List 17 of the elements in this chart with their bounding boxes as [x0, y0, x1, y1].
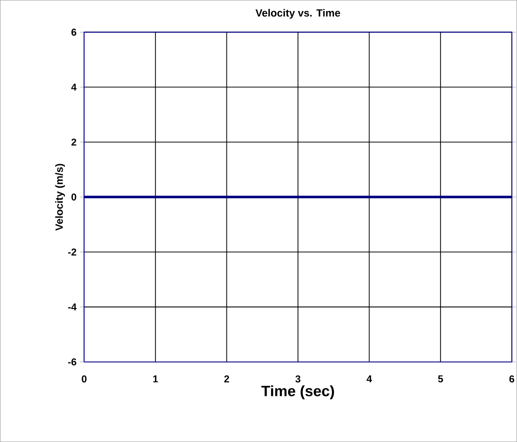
y-tick-label: -2 [68, 248, 76, 256]
x-tick-label: 5 [438, 375, 444, 382]
x-tick-label: 6 [509, 375, 514, 382]
x-tick-label: 0 [82, 375, 87, 382]
x-tick-label: 4 [366, 375, 372, 382]
y-tick-label: 6 [71, 28, 76, 36]
x-axis-title: Time (sec) [261, 385, 334, 400]
x-tick-label: 1 [153, 375, 158, 382]
chart-title: Velocity vs. Time [256, 8, 340, 19]
y-tick-label: 2 [71, 138, 76, 146]
x-tick-label: 3 [295, 375, 300, 382]
y-tick-label: -6 [68, 358, 76, 366]
x-tick-label: 2 [224, 375, 230, 382]
y-tick-label: -4 [68, 304, 77, 310]
y-axis-title: Velocity (m/s) [55, 164, 65, 231]
y-tick-label: 0 [71, 194, 76, 201]
y-tick-label: 4 [71, 84, 77, 91]
